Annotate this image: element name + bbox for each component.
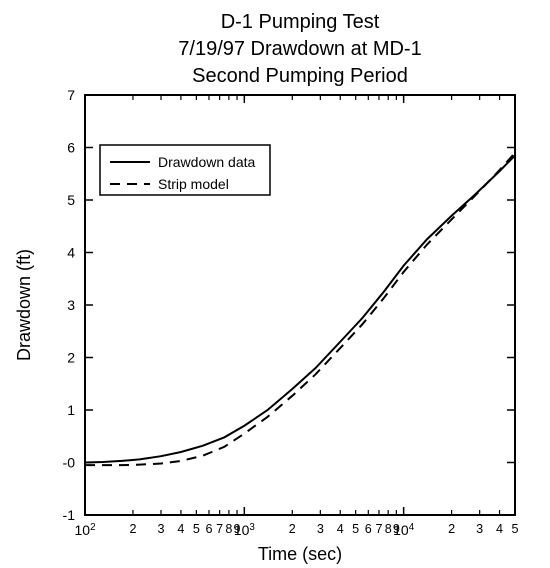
- y-tick-label: 1: [67, 402, 75, 418]
- x-minor-tick-label: 2: [289, 522, 296, 536]
- x-minor-tick-label: 5: [193, 522, 200, 536]
- series-line: [85, 153, 515, 465]
- series-line: [85, 155, 515, 462]
- chart-title-line2: 7/19/97 Drawdown at MD-1: [178, 38, 421, 60]
- y-tick-label: 4: [67, 245, 75, 261]
- x-minor-tick-label: 5: [352, 522, 359, 536]
- x-minor-tick-label: 4: [177, 522, 184, 536]
- x-minor-tick-label: 7: [375, 522, 382, 536]
- x-minor-tick-label: 7: [216, 522, 223, 536]
- y-tick-label: 3: [67, 297, 75, 313]
- data-series-group: [85, 153, 515, 465]
- chart-container: { "title": { "line1": "D-1 Pumping Test"…: [0, 0, 550, 568]
- y-tick-label: 2: [67, 350, 75, 366]
- x-minor-tick-label: 4: [337, 522, 344, 536]
- x-tick-label: 104: [393, 522, 415, 539]
- x-tick-label: 103: [234, 522, 256, 539]
- x-minor-tick-label: 2: [448, 522, 455, 536]
- x-minor-tick-label: 3: [317, 522, 324, 536]
- legend: Drawdown data Strip model: [100, 145, 270, 195]
- plot-border: [85, 95, 515, 515]
- x-minor-tick-label: 3: [476, 522, 483, 536]
- x-minor-tick-label: 5: [511, 522, 518, 536]
- y-tick-label: -0: [63, 455, 76, 471]
- x-minor-tick-label: 4: [496, 522, 503, 536]
- legend-label: Drawdown data: [158, 154, 255, 170]
- y-tick-label: 6: [67, 140, 75, 156]
- x-axis-label: Time (sec): [258, 544, 342, 564]
- x-minor-tick-label: 8: [385, 522, 392, 536]
- x-minor-tick-label: 3: [158, 522, 165, 536]
- x-minor-tick-label: 8: [225, 522, 232, 536]
- x-minor-tick-label: 6: [205, 522, 212, 536]
- legend-label: Strip model: [158, 176, 229, 192]
- y-axis-ticks: -1 -0 1 2 3 4 5 6 7: [63, 87, 515, 523]
- chart-title-line1: D-1 Pumping Test: [221, 11, 380, 33]
- y-tick-label: -1: [63, 507, 76, 523]
- chart-title-line3: Second Pumping Period: [192, 65, 408, 87]
- y-tick-label: 7: [67, 87, 75, 103]
- x-minor-tick-label: 6: [365, 522, 372, 536]
- y-axis-label: Drawdown (ft): [14, 249, 34, 361]
- x-tick-label: 102: [74, 522, 95, 539]
- x-minor-tick-label: 2: [129, 522, 136, 536]
- y-tick-label: 5: [67, 192, 75, 208]
- chart-svg: D-1 Pumping Test 7/19/97 Drawdown at MD-…: [0, 0, 550, 568]
